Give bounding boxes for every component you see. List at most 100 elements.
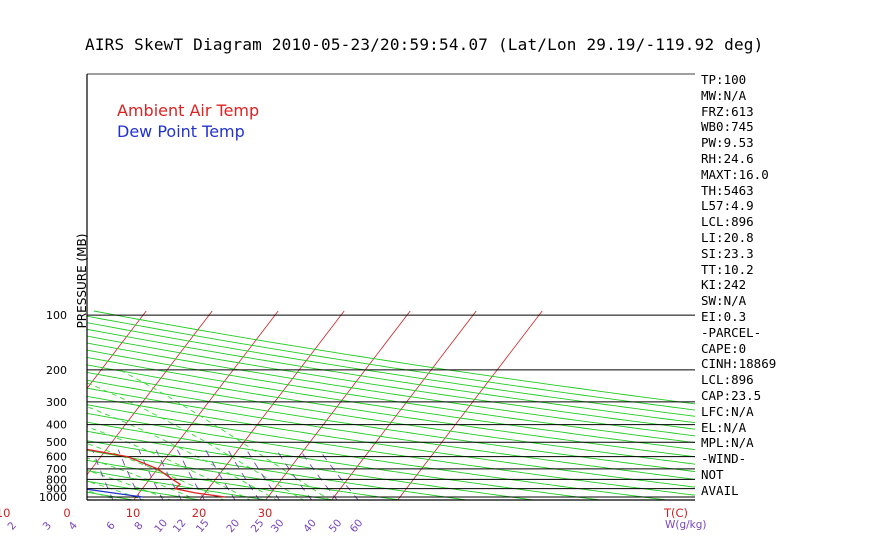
- index-item: SI:23.3: [701, 245, 754, 261]
- mixing-ratio-label: 4: [67, 519, 81, 532]
- moist-adiabat-line: [87, 382, 305, 500]
- mixing-ratio-line: [117, 449, 142, 500]
- dry-adiabat-line: [87, 349, 695, 444]
- index-item: MW:N/A: [701, 87, 747, 103]
- dry-adiabat-line: [87, 395, 695, 488]
- index-item: FRZ:613: [701, 103, 754, 119]
- index-item: LFC:N/A: [701, 403, 754, 419]
- pressure-tick-label: 200: [46, 364, 67, 377]
- pressure-tick-label: 100: [46, 309, 67, 322]
- index-item: L57:4.9: [701, 198, 754, 214]
- moist-adiabat-line: [87, 457, 199, 500]
- bottom-temp-tick-label: 10: [126, 506, 141, 520]
- y-axis-label: PRESSURE (MB): [75, 233, 89, 329]
- chart-title: AIRS SkewT Diagram 2010-05-23/20:59:54.0…: [85, 35, 764, 54]
- pressure-tick-label: 400: [46, 419, 67, 432]
- dry-adiabat-line: [87, 470, 270, 500]
- moist-adiabat-line: [87, 426, 252, 500]
- mixing-ratio-label: 3: [41, 520, 54, 533]
- dry-adiabat-line: [87, 387, 695, 480]
- dry-adiabat-line: [87, 335, 695, 430]
- moist-adiabat-line: [87, 443, 225, 500]
- temp-unit-label: T(C): [663, 506, 688, 520]
- dry-adiabat-line: [87, 421, 604, 500]
- pressure-tick-label: 600: [46, 451, 67, 464]
- index-item: TP:100: [701, 72, 747, 87]
- mixing-ratio-line: [1, 450, 15, 501]
- dry-adiabat-line: [0, 311, 4, 501]
- dry-adiabat-line: [87, 491, 136, 500]
- dry-adiabat-line: [87, 430, 537, 500]
- bottom-temp-tick-label: 30: [258, 506, 273, 520]
- index-item: -WIND-: [701, 451, 747, 467]
- index-item: -PARCEL-: [701, 324, 762, 340]
- legend-dew-point-temp: Dew Point Temp: [117, 122, 245, 141]
- index-item: MAXT:16.0: [701, 166, 769, 182]
- index-item: SW:N/A: [701, 293, 747, 309]
- moist-adiabat-line: [0, 370, 14, 501]
- mixing-ratio-label: 6: [104, 519, 118, 532]
- dry-adiabat-line: [87, 342, 695, 437]
- dry-adiabat-line: [87, 364, 695, 458]
- bottom-temp-tick-label: 20: [192, 506, 207, 520]
- ambient-air-temp-line: [87, 448, 226, 498]
- dry-adiabat-line: [87, 379, 695, 473]
- pressure-tick-label: 300: [46, 396, 67, 409]
- plot-area: [0, 310, 695, 501]
- dry-adiabat-line: [87, 404, 695, 496]
- isotherm-line: [331, 310, 477, 500]
- index-item: EL:N/A: [701, 419, 747, 435]
- moist-adiabat-line: [0, 370, 41, 501]
- mixing-ratio-label: 2: [6, 520, 19, 533]
- pressure-tick-label: 500: [46, 436, 67, 449]
- pressure-tick-label: 900: [46, 483, 67, 496]
- dry-adiabat-line: [87, 315, 695, 411]
- mixing-ratio-unit-label: W(g/kg): [665, 519, 707, 531]
- isotherm-line: [0, 311, 14, 501]
- index-item: MPL:N/A: [701, 435, 754, 451]
- mixing-ratio-label: 40: [301, 517, 319, 535]
- index-item: LI:20.8: [701, 229, 754, 245]
- index-item: CAPE:0: [701, 340, 747, 356]
- index-item: LCL:896: [701, 372, 754, 388]
- moist-adiabat-line: [87, 480, 146, 500]
- dry-adiabat-line: [87, 322, 695, 417]
- moist-adiabat-line: [119, 369, 331, 500]
- index-item: WB0:745: [701, 119, 754, 135]
- isotherm-line: [0, 311, 80, 501]
- dry-adiabat-line: [87, 412, 671, 500]
- dry-adiabat-line: [87, 449, 403, 500]
- mixing-ratio-line: [205, 449, 236, 500]
- pressure-tick-label: 700: [46, 463, 67, 476]
- dry-adiabat-line: [87, 356, 695, 451]
- mixing-ratio-label: 12: [171, 517, 189, 535]
- dry-adiabat-line: [87, 459, 337, 500]
- mixing-ratio-label: 60: [348, 517, 366, 535]
- bottom-temp-tick-label: 0: [63, 506, 70, 520]
- index-item: CINH:18869: [701, 356, 777, 372]
- index-item: CAP:23.5: [701, 387, 762, 403]
- pressure-tick-label: 1000: [39, 491, 67, 504]
- dry-adiabat-line: [87, 328, 695, 424]
- index-item: TH:5463: [701, 182, 754, 198]
- mixing-ratio-label: 8: [132, 520, 145, 533]
- moist-adiabat-line: [87, 469, 172, 500]
- dry-adiabat-line: [87, 480, 203, 500]
- mixing-ratio-line: [176, 449, 206, 500]
- index-item: EI:0.3: [701, 308, 747, 324]
- index-item: KI:242: [701, 277, 747, 293]
- stability-indices-panel: TP:100 MW:N/A FRZ:613 WB0:745 PW:9.53 RH:24.6…: [701, 72, 851, 499]
- index-item: PW:9.53: [701, 135, 754, 151]
- mixing-ratio-line: [92, 449, 114, 500]
- mixing-ratio-line: [299, 449, 338, 500]
- mixing-ratio-label: 10: [152, 517, 170, 535]
- mixing-ratio-label: 50: [327, 517, 345, 535]
- mixing-ratio-line: [138, 449, 164, 500]
- index-item: LCL:896: [701, 214, 754, 230]
- index-item: AVAIL: [701, 482, 739, 498]
- index-item: NOT: [701, 466, 724, 482]
- mixing-ratio-line: [276, 449, 313, 500]
- isotherm-line: [87, 310, 147, 390]
- moist-adiabat-line: [87, 406, 278, 500]
